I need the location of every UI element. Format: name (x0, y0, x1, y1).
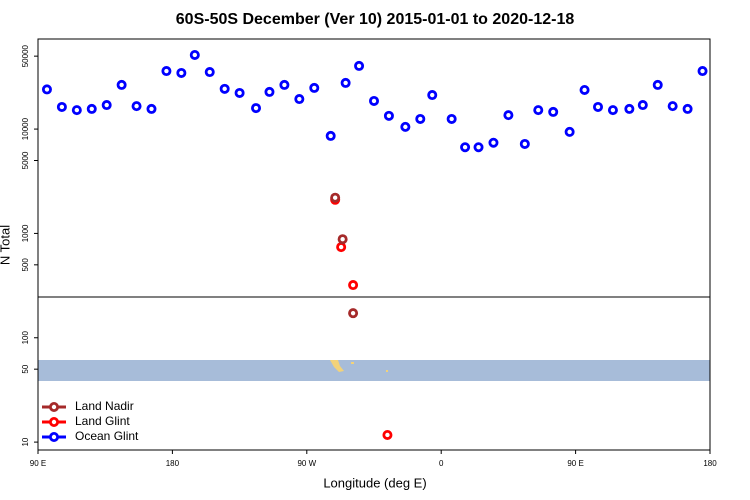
map-strip (38, 360, 710, 381)
legend-marker (49, 431, 60, 442)
point (41, 84, 52, 95)
point (652, 79, 663, 90)
point (336, 242, 347, 253)
y-tick-label: 10000 (21, 117, 30, 140)
land-patch (351, 362, 354, 364)
y-axis-label: N Total (0, 225, 12, 265)
legend-label: Ocean Glint (75, 429, 139, 443)
point (579, 84, 590, 95)
point (697, 66, 708, 77)
point (446, 113, 457, 124)
y-tick-label: 1000 (21, 224, 30, 242)
point (348, 308, 359, 319)
point (667, 101, 678, 112)
point (279, 79, 290, 90)
x-axis-label: Longitude (deg E) (323, 475, 426, 490)
legend-marker (49, 416, 60, 427)
x-tick-label: 90 W (297, 459, 316, 468)
land-patch (330, 360, 344, 372)
chart-title: 60S-50S December (Ver 10) 2015-01-01 to … (176, 11, 575, 28)
point (460, 142, 471, 153)
point (533, 105, 544, 116)
point (348, 280, 359, 291)
legend-label: Land Glint (75, 414, 130, 428)
point (330, 192, 341, 203)
point (146, 103, 157, 114)
point (101, 100, 112, 111)
point (548, 106, 559, 117)
x-tick-label: 180 (703, 459, 717, 468)
point (161, 66, 172, 77)
point (251, 103, 262, 114)
point (607, 105, 618, 116)
point (503, 110, 514, 121)
point (337, 234, 348, 245)
point (519, 138, 530, 149)
point (234, 87, 245, 98)
point (682, 103, 693, 114)
point (354, 60, 365, 71)
y-tick-label: 5000 (21, 151, 30, 169)
point (473, 142, 484, 153)
point (131, 101, 142, 112)
legend-label: Land Nadir (75, 399, 134, 413)
y-tick-label: 10 (21, 437, 30, 446)
point (56, 101, 67, 112)
point (71, 105, 82, 116)
y-tick-label: 100 (21, 331, 30, 345)
point (400, 121, 411, 132)
point (368, 95, 379, 106)
legend-marker (49, 401, 60, 412)
x-tick-label: 90 E (30, 459, 46, 468)
point (382, 429, 393, 440)
point (564, 126, 575, 137)
point (593, 101, 604, 112)
point (624, 103, 635, 114)
point (488, 137, 499, 148)
point (176, 67, 187, 78)
point (86, 103, 97, 114)
x-tick-label: 180 (166, 459, 180, 468)
y-tick-label: 500 (21, 258, 30, 272)
point (116, 79, 127, 90)
point (340, 77, 351, 88)
point (219, 83, 230, 94)
point (415, 113, 426, 124)
point (325, 130, 336, 141)
plot-frame (37, 38, 711, 451)
y-tick-label: 50 (21, 364, 30, 373)
point (294, 94, 305, 105)
point (309, 82, 320, 93)
x-tick-label: 90 E (567, 459, 583, 468)
y-tick-label: 50000 (21, 44, 30, 67)
point (427, 90, 438, 101)
point (383, 110, 394, 121)
point (264, 86, 275, 97)
point (189, 49, 200, 60)
ocean-band (38, 360, 710, 381)
point (637, 100, 648, 111)
point (204, 67, 215, 78)
land-patch (386, 370, 388, 372)
x-tick-label: 0 (439, 459, 444, 468)
